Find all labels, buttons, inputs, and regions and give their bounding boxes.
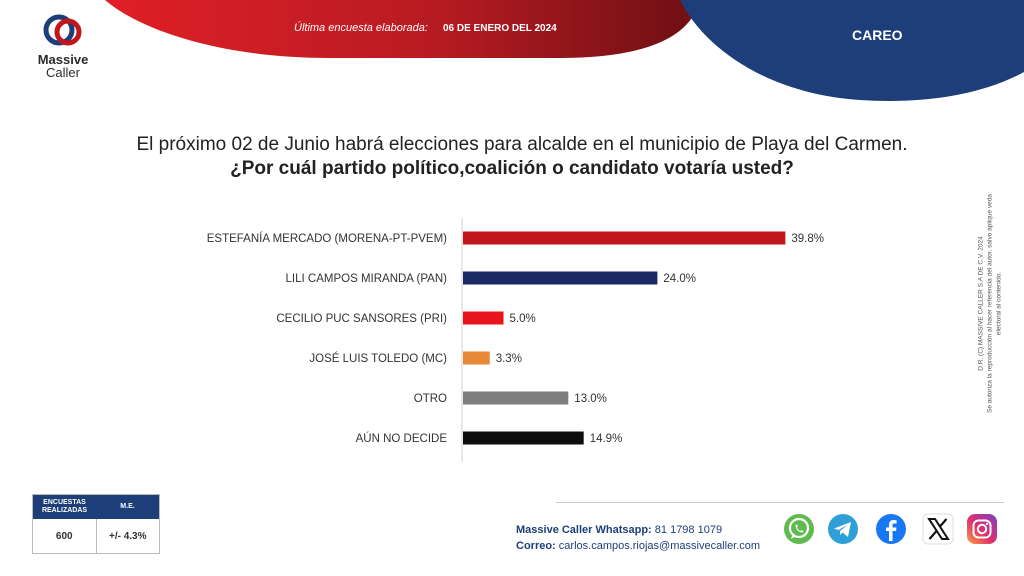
whatsapp-number[interactable]: 81 1798 1079 [654,524,723,536]
bar [463,391,569,405]
data-label: 24.0% [663,273,696,285]
footer-divider [556,502,1004,503]
surveys-header: ENCUESTAS REALIZADAS [41,499,88,514]
copyright-note: D.R. (C) MASSIVE CALLER S.A DE C.V. 2024… [977,194,1004,414]
survey-stats-table: ENCUESTAS REALIZADAS M.E. 600 +/- 4.3% [32,494,160,554]
telegram-icon[interactable] [826,512,860,546]
margin-error-value: +/- 4.3% [95,519,160,553]
bar [463,351,490,365]
category-label: LILI CAMPOS MIRANDA (PAN) [286,273,448,285]
copyright-line2: Se autoriza la reproducción al hacer ref… [986,194,1003,413]
x-icon[interactable] [921,512,955,546]
copyright-line1: D.R. (C) MASSIVE CALLER S.A DE C.V. 2024 [977,236,985,371]
survey-date-label: Última encuesta elaborada: 06 DE ENERO D… [294,22,557,34]
logo-text-line1: Massive [37,52,89,67]
category-label: CECILIO PUC SANSORES (PRI) [276,313,447,325]
bar [463,431,584,445]
survey-date: 06 DE ENERO DEL 2024 [442,23,557,34]
bar [463,271,658,285]
data-label: 5.0% [510,313,536,325]
question-context: El próximo 02 de Junio habrá elecciones … [136,134,908,155]
data-label: 3.3% [496,353,522,365]
logo-text-line2: Caller [46,65,80,80]
whatsapp-label: Massive Caller Whatsapp: [516,524,652,536]
bar [463,311,504,325]
question-title: ¿Por cuál partido político,coalición o c… [230,158,794,179]
logo-mark-icon [43,14,82,46]
survey-label: Última encuesta elaborada: [294,22,428,34]
category-label: ESTEFANÍA MERCADO (MORENA-PT-PVEM) [207,232,447,245]
contact-info: Massive Caller Whatsapp: 81 1798 1079 Co… [516,522,760,554]
data-label: 13.0% [574,393,607,405]
instagram-icon[interactable] [965,512,999,546]
bar [463,231,786,245]
data-label: 14.9% [590,433,623,445]
data-label: 39.8% [791,233,824,245]
massive-caller-logo: Massive Caller [28,12,98,82]
category-label: AÚN NO DECIDE [356,432,448,445]
facebook-icon[interactable] [874,512,908,546]
surveys-value: 600 [55,530,73,542]
whatsapp-icon[interactable] [782,512,816,546]
category-label: JOSÉ LUIS TOLEDO (MC) [309,352,447,365]
category-label: OTRO [414,393,447,405]
margin-error-header: M.E. [120,503,135,510]
email-label: Correo: [516,540,556,552]
section-title: CAREO [852,27,903,43]
email-address[interactable]: carlos.campos.riojas@massivecaller.com [558,540,761,552]
